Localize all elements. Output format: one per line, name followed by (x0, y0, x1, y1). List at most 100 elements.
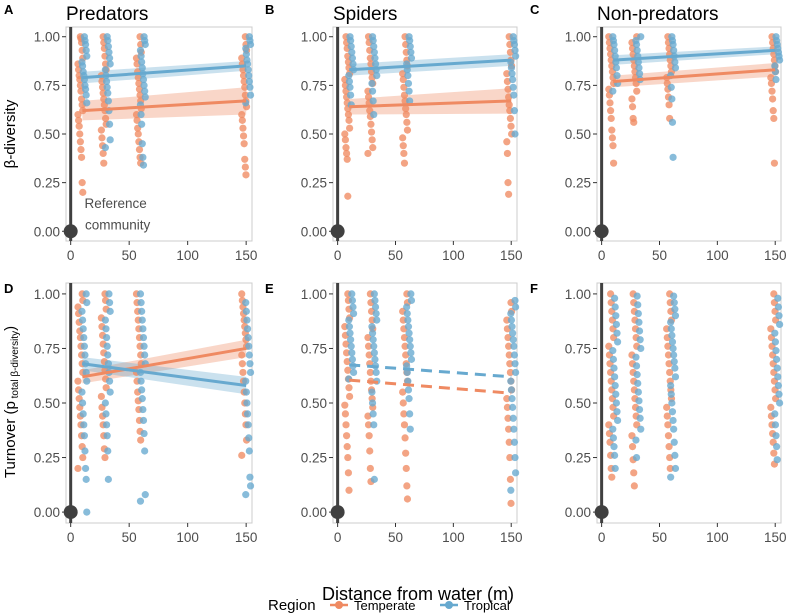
panel-letter: A (4, 2, 14, 17)
point-tropical (371, 54, 379, 62)
ci-ribbon-temperate (349, 88, 512, 115)
point-temperate (77, 145, 85, 154)
point-temperate (79, 453, 87, 462)
point-tropical (104, 42, 112, 51)
point-tropical (669, 40, 677, 49)
point-tropical (141, 491, 149, 499)
y-tick-label: 1.00 (34, 287, 60, 302)
point-tropical (246, 91, 255, 99)
point-temperate (345, 384, 353, 392)
point-tropical (373, 72, 381, 80)
point-tropical (242, 50, 250, 58)
x-tick-label: 50 (652, 248, 667, 263)
point-tropical (138, 386, 146, 394)
point-tropical (245, 447, 253, 455)
point-tropical (345, 72, 353, 80)
point-tropical (141, 351, 149, 359)
point-temperate (403, 126, 412, 134)
point-tropical (614, 338, 622, 346)
point-temperate (345, 116, 353, 124)
point-tropical (140, 342, 148, 350)
point-tropical (510, 425, 518, 433)
point-tropical (82, 46, 90, 54)
point-tropical (348, 296, 357, 305)
point-tropical (507, 486, 515, 494)
point-temperate (666, 464, 674, 473)
point-temperate (343, 349, 351, 357)
point-temperate (369, 144, 377, 152)
y-tick-label: 0.25 (301, 451, 327, 466)
point-tropical (507, 386, 516, 394)
point-temperate (507, 499, 515, 507)
point-tropical (611, 52, 619, 60)
point-tropical (136, 497, 145, 505)
point-tropical (370, 42, 378, 51)
point-tropical (101, 66, 109, 74)
point-temperate (344, 453, 352, 462)
y-tick-label: 0.25 (565, 451, 591, 466)
point-temperate (76, 138, 84, 146)
point-temperate (98, 134, 106, 142)
point-tropical (81, 40, 90, 49)
point-tropical (106, 60, 114, 68)
point-tropical (243, 410, 252, 418)
point-temperate (238, 360, 246, 368)
point-tropical (103, 432, 111, 440)
point-temperate (666, 368, 674, 377)
point-tropical (371, 303, 380, 311)
panel-border (596, 282, 782, 524)
point-temperate (343, 155, 351, 163)
point-tropical (141, 93, 149, 101)
point-temperate (402, 110, 410, 119)
point-tropical (104, 97, 112, 105)
point-tropical (507, 309, 515, 318)
x-tick-label: 100 (176, 530, 199, 545)
point-tropical (245, 351, 253, 359)
point-tropical (634, 301, 642, 309)
point-temperate (628, 103, 637, 111)
point-temperate (664, 432, 673, 440)
point-tropical (407, 296, 416, 305)
point-temperate (607, 107, 615, 115)
point-tropical (81, 464, 90, 473)
point-tropical (348, 349, 356, 357)
point-tropical (105, 54, 114, 62)
panel-d: 0.00 0.25 0.50 0.75 1.00 0 50 100 150 D (4, 281, 257, 545)
point-tropical (512, 368, 520, 377)
point-tropical (632, 436, 640, 444)
point-tropical (136, 46, 145, 54)
point-tropical (80, 421, 88, 429)
fit-line-temperate (613, 68, 776, 83)
point-tropical (102, 410, 110, 418)
point-temperate (770, 449, 778, 457)
point-tropical (671, 64, 680, 72)
point-temperate (342, 421, 350, 429)
point-tropical (137, 52, 145, 60)
point-tropical (406, 42, 414, 51)
point-temperate (97, 392, 105, 401)
point-tropical (103, 342, 111, 350)
point-temperate (400, 421, 409, 429)
point-temperate (137, 436, 145, 444)
point-tropical (609, 425, 617, 433)
y-tick-label: 1.00 (301, 287, 327, 302)
fit-line-temperate (349, 378, 512, 395)
point-tropical (81, 85, 90, 93)
fit-line-tropical (82, 64, 247, 80)
point-temperate (364, 149, 372, 158)
point-tropical (633, 292, 641, 300)
point-temperate (628, 443, 637, 451)
point-tropical (242, 44, 250, 53)
point-tropical (246, 360, 254, 368)
panels-layer: 0.00 0.25 0.50 0.75 1.00 0 50 100 150 Reference co… (4, 2, 786, 545)
point-tropical (771, 421, 780, 429)
point-tropical (242, 307, 250, 315)
legend-label-tropical: Tropical (464, 598, 510, 613)
point-tropical (635, 397, 643, 405)
point-tropical (636, 414, 644, 422)
panel-e: 0.00 0.25 0.50 0.75 1.00 0 50 100 150 E (265, 281, 522, 545)
point-tropical (137, 299, 145, 307)
point-tropical (242, 377, 250, 385)
point-tropical (370, 421, 378, 429)
point-tropical (774, 294, 782, 302)
